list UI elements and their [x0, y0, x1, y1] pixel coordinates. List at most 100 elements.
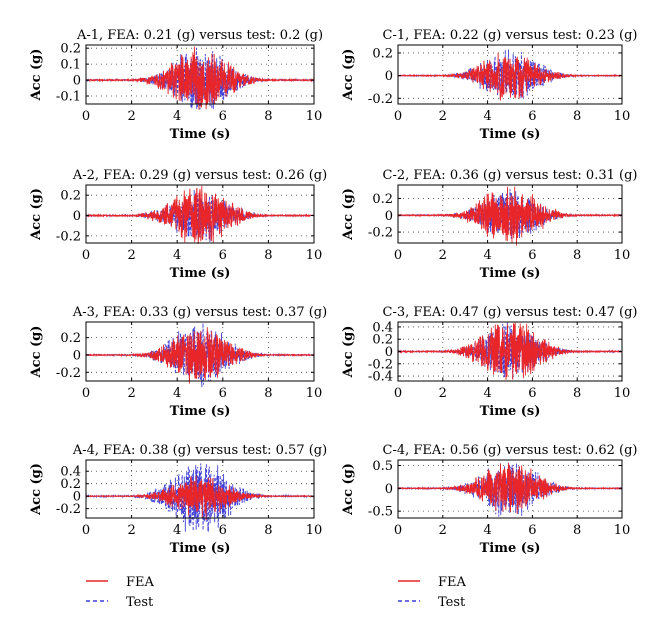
y-tick-label: 0.2 — [372, 46, 393, 61]
subplot-title: A-3, FEA: 0.33 (g) versus test: 0.37 (g) — [72, 305, 327, 320]
y-tick-label: -0.2 — [368, 357, 393, 372]
y-tick-label: 0.1 — [60, 58, 81, 73]
x-tick-label: 8 — [573, 386, 581, 401]
series-line-fea — [85, 327, 315, 384]
y-axis-label: Acc (g) — [29, 326, 44, 379]
y-tick-label: 0 — [385, 69, 393, 84]
x-tick-label: 6 — [528, 109, 536, 124]
y-tick-label: 0.2 — [60, 331, 81, 346]
y-tick-label: -0.2 — [56, 502, 81, 517]
series-line-fea — [397, 462, 623, 514]
x-tick-label: 0 — [394, 523, 402, 538]
legend-2: FEA Test — [398, 575, 467, 610]
x-tick-label: 6 — [528, 523, 536, 538]
y-tick-label: -0.2 — [56, 229, 81, 244]
x-tick-label: 10 — [614, 523, 631, 538]
x-tick-label: 6 — [219, 109, 227, 124]
x-tick-label: 8 — [573, 523, 581, 538]
x-tick-label: 8 — [264, 248, 272, 263]
x-tick-label: 0 — [82, 109, 90, 124]
plot-frame — [85, 321, 315, 382]
x-tick-label: 8 — [264, 523, 272, 538]
subplot-title: A-4, FEA: 0.38 (g) versus test: 0.57 (g) — [72, 443, 327, 458]
x-tick-label: 4 — [173, 386, 181, 401]
y-axis-label: Acc (g) — [341, 188, 356, 241]
y-tick-label: 0 — [385, 345, 393, 360]
x-tick-label: 10 — [614, 386, 631, 401]
x-tick-label: 0 — [394, 248, 402, 263]
x-tick-label: 0 — [82, 386, 90, 401]
subplot-8: C-4, FEA: 0.56 (g) versus test: 0.62 (g)… — [341, 443, 637, 556]
x-tick-label: 0 — [82, 248, 90, 263]
x-tick-label: 10 — [306, 523, 323, 538]
x-tick-label: 4 — [483, 523, 491, 538]
plot-frame — [85, 184, 315, 244]
y-tick-label: 0.2 — [372, 192, 393, 207]
x-tick-label: 4 — [173, 523, 181, 538]
x-tick-label: 2 — [439, 386, 447, 401]
y-tick-label: 0.4 — [60, 465, 81, 480]
x-axis-label: Time (s) — [170, 404, 231, 419]
x-tick-label: 4 — [173, 248, 181, 263]
x-tick-label: 4 — [483, 248, 491, 263]
legend-label-test: Test — [126, 595, 154, 610]
subplot-title: C-3, FEA: 0.47 (g) versus test: 0.47 (g) — [383, 305, 638, 320]
subplot-title: C-4, FEA: 0.56 (g) versus test: 0.62 (g) — [383, 443, 638, 458]
y-axis-label: Acc (g) — [29, 188, 44, 241]
plot-frame — [397, 459, 623, 519]
subplot-7: A-4, FEA: 0.38 (g) versus test: 0.57 (g)… — [29, 443, 327, 556]
subplot-title: A-1, FEA: 0.21 (g) versus test: 0.2 (g) — [76, 28, 323, 43]
subplot-title: A-2, FEA: 0.29 (g) versus test: 0.26 (g) — [72, 168, 327, 183]
y-axis-label: Acc (g) — [341, 326, 356, 379]
y-tick-label: 0.5 — [372, 459, 393, 474]
subplot-1: A-1, FEA: 0.21 (g) versus test: 0.2 (g)0… — [29, 28, 323, 142]
subplot-4: C-2, FEA: 0.36 (g) versus test: 0.31 (g)… — [341, 168, 637, 281]
legend-label-fea: FEA — [438, 575, 467, 590]
x-tick-label: 2 — [439, 109, 447, 124]
legend-label-fea: FEA — [126, 575, 155, 590]
subplot-5: A-3, FEA: 0.33 (g) versus test: 0.37 (g)… — [29, 305, 327, 419]
x-tick-label: 6 — [219, 248, 227, 263]
y-axis-label: Acc (g) — [341, 49, 356, 102]
subplot-title: C-2, FEA: 0.36 (g) versus test: 0.31 (g) — [383, 168, 638, 183]
y-tick-label: 0.2 — [60, 189, 81, 204]
x-tick-label: 2 — [439, 248, 447, 263]
x-tick-label: 10 — [306, 248, 323, 263]
x-tick-label: 8 — [264, 109, 272, 124]
x-axis-label: Time (s) — [480, 404, 541, 419]
x-tick-label: 10 — [614, 248, 631, 263]
plot-frame — [397, 44, 623, 105]
y-axis-label: Acc (g) — [29, 463, 44, 516]
y-tick-label: 0.2 — [60, 42, 81, 57]
x-axis-label: Time (s) — [170, 266, 231, 281]
x-axis-label: Time (s) — [480, 127, 541, 142]
x-tick-label: 8 — [573, 248, 581, 263]
x-tick-label: 2 — [127, 248, 135, 263]
x-tick-label: 8 — [573, 109, 581, 124]
y-tick-label: -0.2 — [368, 92, 393, 107]
y-tick-label: -0.5 — [368, 505, 393, 520]
series-line-fea — [397, 52, 623, 101]
y-tick-label: 0 — [385, 482, 393, 497]
x-tick-label: 4 — [173, 109, 181, 124]
y-tick-label: 0 — [73, 490, 81, 505]
legend-1: FEA Test — [86, 575, 155, 610]
x-tick-label: 6 — [528, 248, 536, 263]
x-tick-label: 2 — [127, 109, 135, 124]
x-axis-label: Time (s) — [170, 127, 231, 142]
x-tick-label: 6 — [219, 523, 227, 538]
x-tick-label: 10 — [614, 109, 631, 124]
x-axis-label: Time (s) — [170, 541, 231, 556]
x-tick-label: 4 — [483, 386, 491, 401]
y-axis-label: Acc (g) — [29, 49, 44, 102]
x-tick-label: 6 — [219, 386, 227, 401]
series-line-fea — [85, 475, 315, 520]
subplot-6: C-3, FEA: 0.47 (g) versus test: 0.47 (g)… — [341, 305, 637, 419]
x-tick-label: 8 — [264, 386, 272, 401]
plot-frame — [85, 44, 315, 105]
y-tick-label: -0.2 — [56, 366, 81, 381]
series-line-fea — [397, 322, 623, 381]
x-tick-label: 10 — [306, 386, 323, 401]
y-tick-label: 0 — [73, 348, 81, 363]
